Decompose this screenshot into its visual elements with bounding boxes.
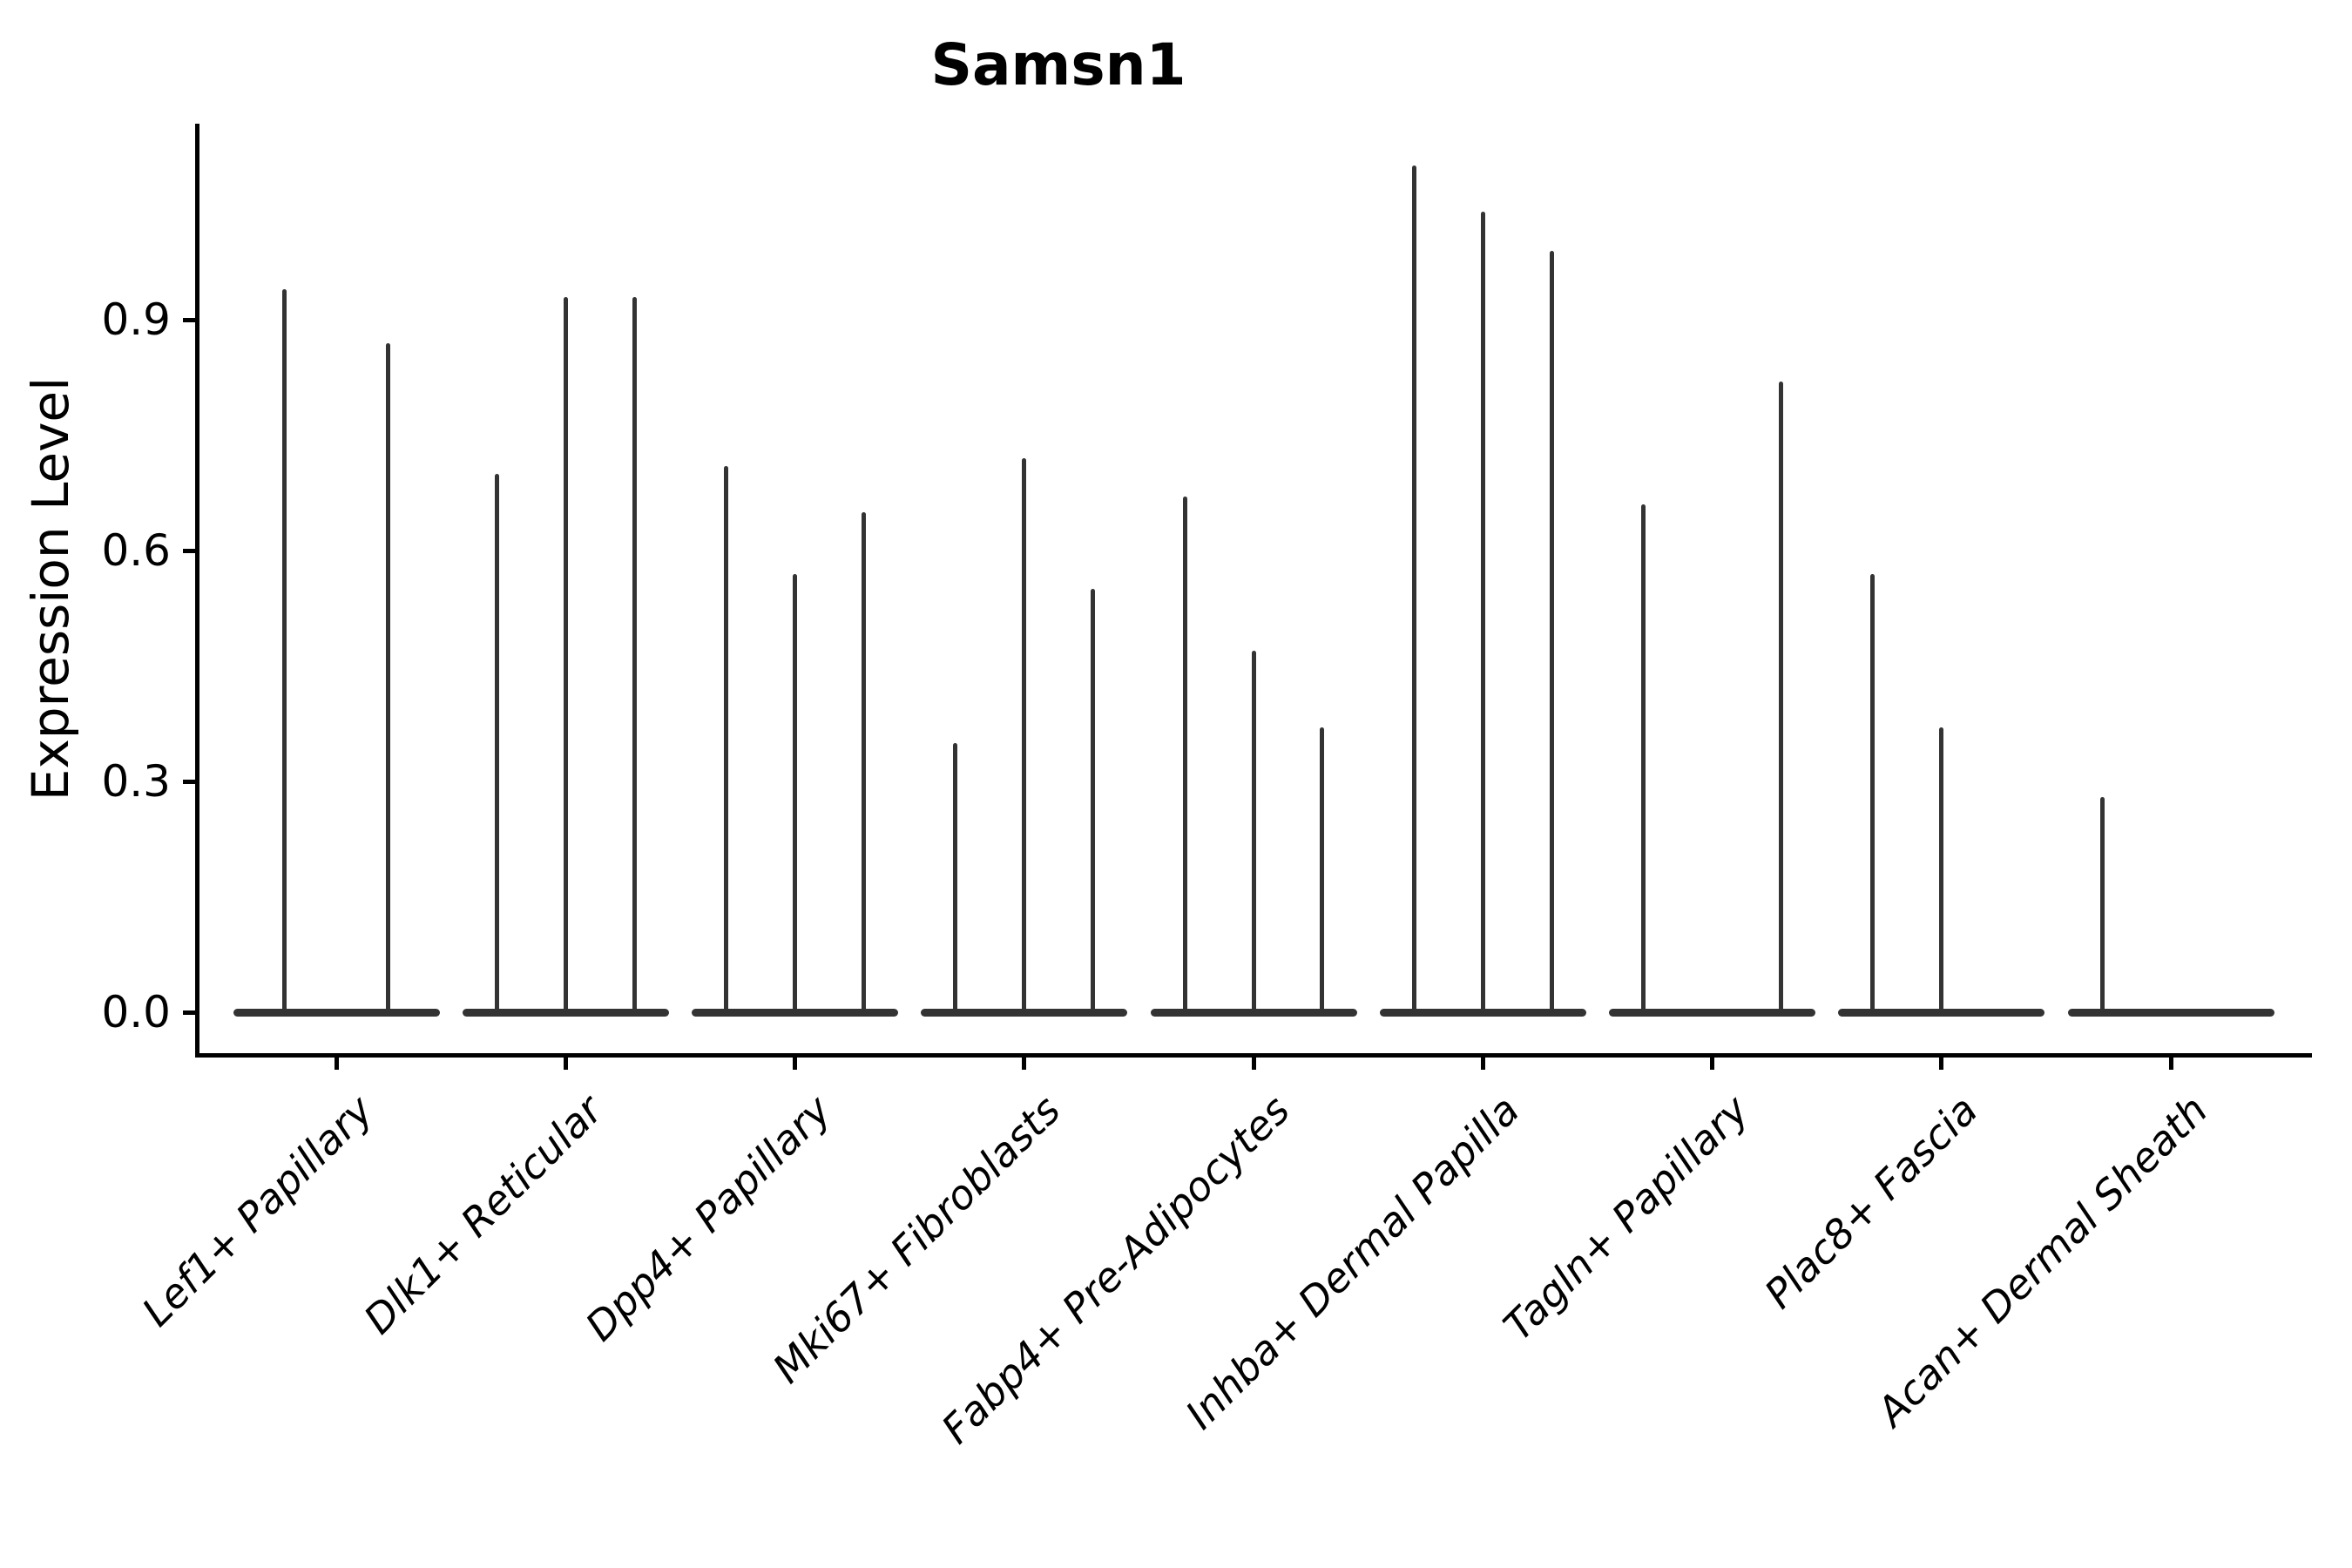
- violin-needle: [1939, 727, 1944, 1012]
- violin-base: [921, 1008, 1128, 1017]
- x-tick-label: Lef1+ Papillary: [132, 1086, 382, 1335]
- x-axis-spine: [195, 1053, 2312, 1058]
- violin-base: [233, 1008, 440, 1017]
- x-tick-label: Dpp4+ Papillary: [577, 1086, 841, 1350]
- violin-base: [1379, 1008, 1586, 1017]
- violin-needle: [1411, 166, 1416, 1012]
- x-tick-label: Tagln+ Papillary: [1494, 1086, 1758, 1350]
- y-tick-label: 0.9: [101, 294, 171, 345]
- violin-base: [692, 1008, 898, 1017]
- violin-needle: [724, 465, 729, 1012]
- violin-needle: [1778, 381, 1783, 1012]
- y-tick-label: 0.3: [101, 756, 171, 807]
- y-tick-mark: [183, 779, 195, 784]
- x-tick-label: Dlk1+ Reticular: [354, 1086, 612, 1343]
- violin-needle: [1182, 497, 1187, 1012]
- y-tick-mark: [183, 548, 195, 553]
- x-tick-mark: [1022, 1058, 1027, 1070]
- x-tick-label: Plac8+ Fascia: [1755, 1086, 1987, 1318]
- y-tick-label: 0.0: [101, 987, 171, 1037]
- chart-title: Samsn1: [930, 31, 1186, 98]
- x-tick-mark: [1939, 1058, 1944, 1070]
- violin-needle: [1320, 727, 1325, 1012]
- violin-needle: [1480, 212, 1485, 1012]
- violin-needle: [953, 742, 958, 1012]
- violin-needle: [1091, 589, 1096, 1012]
- violin-needle: [1641, 504, 1646, 1012]
- y-axis-spine: [195, 124, 199, 1058]
- violin-needle: [2099, 796, 2105, 1012]
- violin-base: [2067, 1008, 2274, 1017]
- violin-needle: [1251, 650, 1256, 1012]
- y-tick-label: 0.6: [101, 525, 171, 576]
- violin-needle: [385, 342, 390, 1012]
- x-tick-mark: [2168, 1058, 2173, 1070]
- violin-base: [462, 1008, 669, 1017]
- violin-needle: [494, 473, 499, 1012]
- y-axis-title: Expression Level: [21, 376, 80, 801]
- x-tick-mark: [334, 1058, 339, 1070]
- y-tick-mark: [183, 1010, 195, 1015]
- x-tick-mark: [563, 1058, 568, 1070]
- violin-needle: [793, 573, 797, 1012]
- x-tick-mark: [1480, 1058, 1485, 1070]
- y-tick-mark: [183, 317, 195, 322]
- violin-needle: [632, 296, 637, 1012]
- violin-needle: [563, 296, 568, 1012]
- violin-needle: [861, 511, 866, 1012]
- x-tick-mark: [1251, 1058, 1256, 1070]
- violin-base: [1150, 1008, 1357, 1017]
- violin-needle: [1022, 458, 1027, 1012]
- violin-base: [1609, 1008, 1815, 1017]
- violin-base: [1838, 1008, 2045, 1017]
- violin-needle: [282, 288, 287, 1012]
- violin-needle: [1870, 573, 1876, 1012]
- violin-needle: [1549, 250, 1554, 1012]
- x-tick-mark: [1710, 1058, 1714, 1070]
- x-tick-mark: [793, 1058, 797, 1070]
